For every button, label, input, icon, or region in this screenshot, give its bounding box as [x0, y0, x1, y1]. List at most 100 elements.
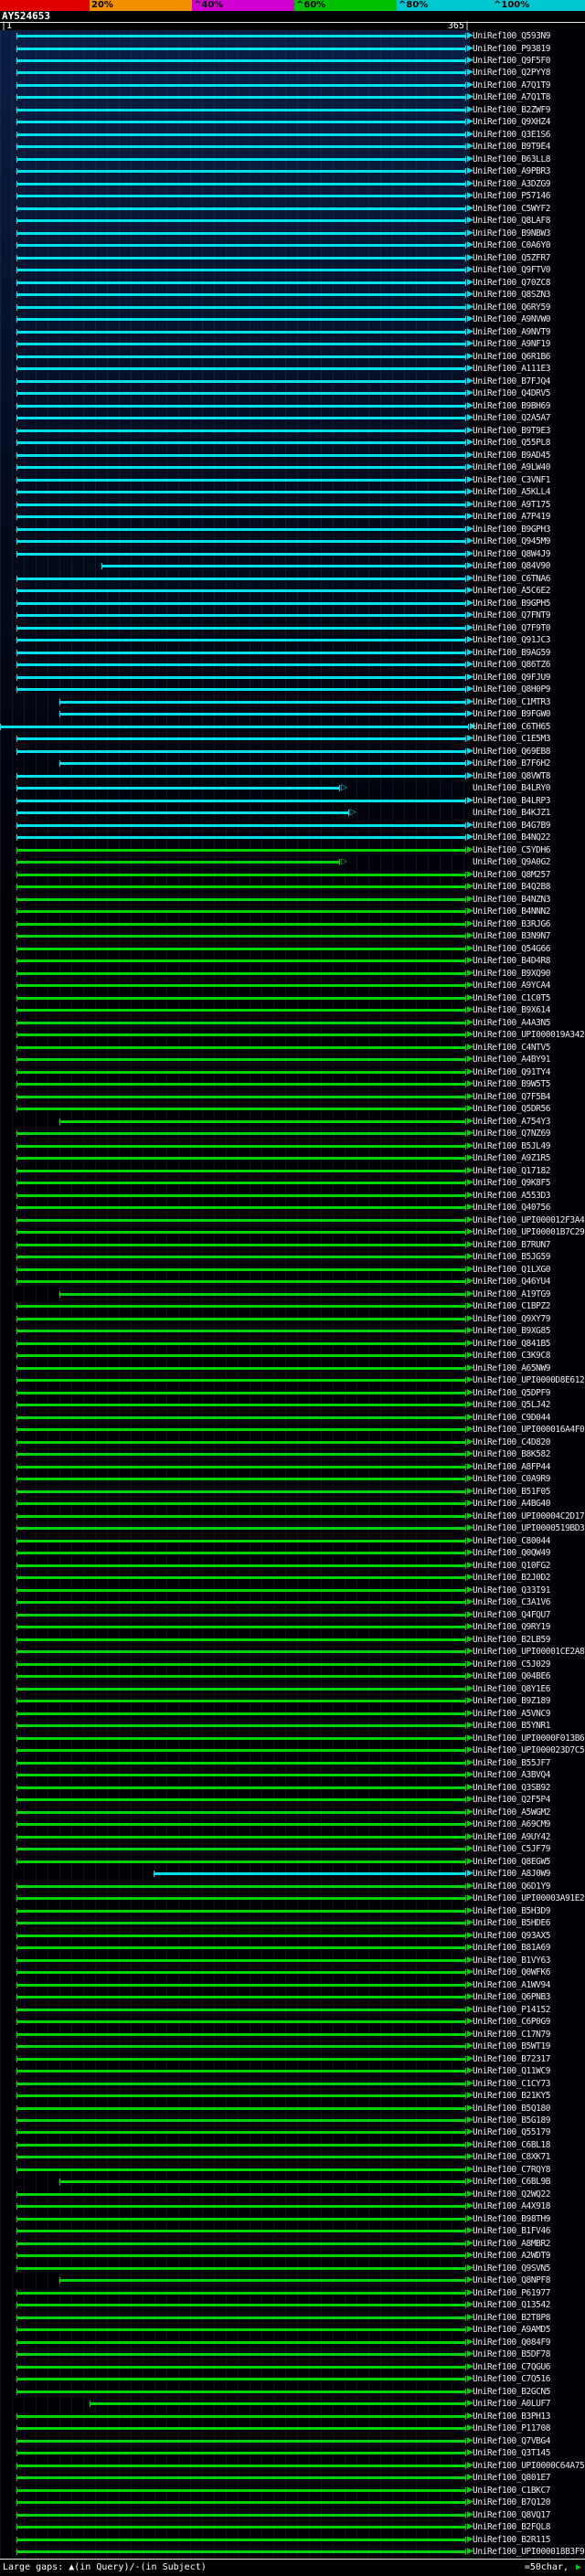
alignment-bar[interactable] [16, 1142, 466, 1150]
hit-label[interactable]: UniRef100_B1VY63 [473, 1955, 551, 1966]
alignment-bar[interactable] [16, 57, 466, 64]
alignment-bar[interactable] [16, 933, 466, 940]
hit-label[interactable]: UniRef100_Q7NZ69 [473, 1129, 551, 1140]
hit-label[interactable]: UniRef100_Q593N9 [473, 31, 551, 41]
alignment-bar[interactable] [16, 2116, 466, 2124]
alignment-bar[interactable] [16, 1032, 466, 1039]
alignment-bar[interactable] [16, 131, 466, 138]
hit-label[interactable]: UniRef100_Q8VQ17 [473, 2509, 551, 2520]
alignment-bar[interactable] [16, 1438, 466, 1446]
alignment-bar[interactable] [16, 1685, 466, 1692]
alignment-bar[interactable] [16, 2425, 466, 2433]
alignment-bar[interactable] [16, 514, 466, 521]
alignment-bar[interactable] [16, 2006, 466, 2013]
hit-label[interactable]: UniRef100_Q7FNT9 [473, 610, 551, 621]
hit-label[interactable]: UniRef100_B9FGW0 [473, 709, 551, 720]
alignment-bar[interactable] [16, 1994, 466, 2001]
hit-label[interactable]: UniRef100_C1MTR3 [473, 696, 551, 707]
hit-label[interactable]: UniRef100_Q9FJU9 [473, 672, 551, 683]
alignment-bar[interactable] [16, 1945, 466, 1952]
alignment-bar[interactable] [16, 1426, 466, 1434]
hit-label[interactable]: UniRef100_A9Z1R5 [473, 1153, 551, 1164]
hit-label[interactable]: UniRef100_Q13542 [473, 2300, 551, 2311]
hit-label[interactable]: UniRef100_B5Q180 [473, 2103, 551, 2114]
alignment-bar[interactable] [16, 2019, 466, 2026]
alignment-bar[interactable] [16, 2228, 466, 2235]
hit-label[interactable]: UniRef100_B9BH69 [473, 400, 551, 411]
hit-label[interactable]: UniRef100_C7RQY8 [473, 2164, 551, 2175]
alignment-bar[interactable] [16, 1278, 466, 1286]
alignment-bar[interactable] [16, 2388, 466, 2395]
alignment-bar[interactable] [16, 267, 466, 274]
alignment-bar[interactable] [59, 698, 466, 705]
alignment-bar[interactable] [16, 476, 466, 483]
hit-label[interactable]: UniRef100_Q91JC3 [473, 635, 551, 646]
alignment-bar[interactable] [16, 2190, 466, 2198]
hit-label[interactable]: UniRef100_B2R115 [473, 2534, 551, 2545]
hit-label[interactable]: UniRef100_Q2A5A7 [473, 413, 551, 424]
alignment-bar[interactable] [16, 1512, 466, 1520]
hit-label[interactable]: UniRef100_A65NW9 [473, 1362, 551, 1373]
hit-label[interactable]: UniRef100_B63LL8 [473, 154, 551, 164]
alignment-bar[interactable] [16, 1056, 466, 1064]
hit-label[interactable]: UniRef100_B9W5T5 [473, 1079, 551, 1090]
alignment-bar[interactable] [16, 1315, 466, 1322]
alignment-bar[interactable] [16, 1550, 466, 1557]
hit-label[interactable]: UniRef100_C6BL9B [473, 2177, 551, 2188]
alignment-bar[interactable] [16, 1537, 466, 1544]
hit-label[interactable]: UniRef100_Q04BE6 [473, 1671, 551, 1682]
hit-label[interactable]: UniRef100_B5HDE6 [473, 1918, 551, 1929]
hit-label[interactable]: UniRef100_B4NNN2 [473, 906, 551, 917]
alignment-bar[interactable] [16, 1377, 466, 1384]
hit-label[interactable]: UniRef100_P61977 [473, 2287, 551, 2298]
alignment-bar[interactable] [16, 1734, 466, 1742]
hit-label[interactable]: UniRef100_B7RUN7 [473, 1239, 551, 1250]
hit-label[interactable]: UniRef100_Q9SVN5 [473, 2263, 551, 2274]
alignment-bar[interactable] [16, 1167, 466, 1174]
hit-label[interactable]: UniRef100_Q8M257 [473, 869, 551, 880]
alignment-bar[interactable] [16, 2203, 466, 2210]
hit-label[interactable]: UniRef100_Q8VWT8 [473, 770, 551, 781]
alignment-bar[interactable] [101, 563, 466, 570]
alignment-bar[interactable] [16, 1106, 466, 1113]
hit-label[interactable]: UniRef100_A4X918 [473, 2201, 551, 2212]
hit-label[interactable]: UniRef100_Q6R1B6 [473, 351, 551, 362]
alignment-bar[interactable] [16, 106, 466, 113]
hit-label[interactable]: UniRef100_B9T9E4 [473, 142, 551, 153]
alignment-bar[interactable] [16, 1698, 466, 1705]
hit-label[interactable]: UniRef100_P11708 [473, 2423, 551, 2434]
alignment-bar[interactable] [16, 1402, 466, 1409]
hit-label[interactable]: UniRef100_B51F05 [473, 1486, 551, 1497]
hit-label[interactable]: UniRef100_UPI00004C2D17 [473, 1511, 585, 1521]
alignment-bar[interactable] [16, 2412, 466, 2420]
hit-label[interactable]: UniRef100_C5JF79 [473, 1844, 551, 1855]
alignment-bar[interactable] [16, 440, 466, 447]
alignment-bar[interactable] [16, 2437, 466, 2444]
alignment-bar[interactable] [16, 143, 466, 151]
alignment-bar[interactable] [16, 1562, 466, 1569]
alignment-bar[interactable] [16, 1710, 466, 1717]
hit-label[interactable]: UniRef100_C4NTV5 [473, 1042, 551, 1053]
alignment-bar[interactable] [16, 1648, 466, 1656]
alignment-bar[interactable] [16, 155, 466, 163]
alignment-bar[interactable] [16, 920, 466, 928]
alignment-bar[interactable] [16, 1759, 466, 1766]
hit-label[interactable]: UniRef100_UPI000018B3F9 [473, 2547, 585, 2558]
hit-label[interactable]: UniRef100_Q10FG2 [473, 1560, 551, 1571]
alignment-bar[interactable] [16, 402, 466, 409]
alignment-bar[interactable] [16, 390, 466, 398]
alignment-bar[interactable] [16, 2351, 466, 2359]
alignment-bar[interactable] [16, 489, 466, 496]
alignment-bar[interactable] [16, 1797, 466, 1804]
hit-label[interactable]: UniRef100_B4LRP3 [473, 795, 551, 806]
hit-label[interactable]: UniRef100_Q7F9T0 [473, 622, 551, 633]
hit-label[interactable]: UniRef100_B81A69 [473, 1943, 551, 1954]
hit-label[interactable]: UniRef100_UPI00001CE2A8 [473, 1647, 585, 1658]
alignment-bar[interactable] [16, 2363, 466, 2370]
hit-label[interactable]: UniRef100_UPI00003A91E2 [473, 1893, 585, 1904]
hit-label[interactable]: UniRef100_Q5ZFR7 [473, 252, 551, 263]
hit-label[interactable]: UniRef100_Q0QW49 [473, 1548, 551, 1559]
alignment-bar[interactable] [16, 2338, 466, 2346]
hit-label[interactable]: UniRef100_A2WDT9 [473, 2251, 551, 2262]
alignment-bar[interactable] [16, 2376, 466, 2383]
